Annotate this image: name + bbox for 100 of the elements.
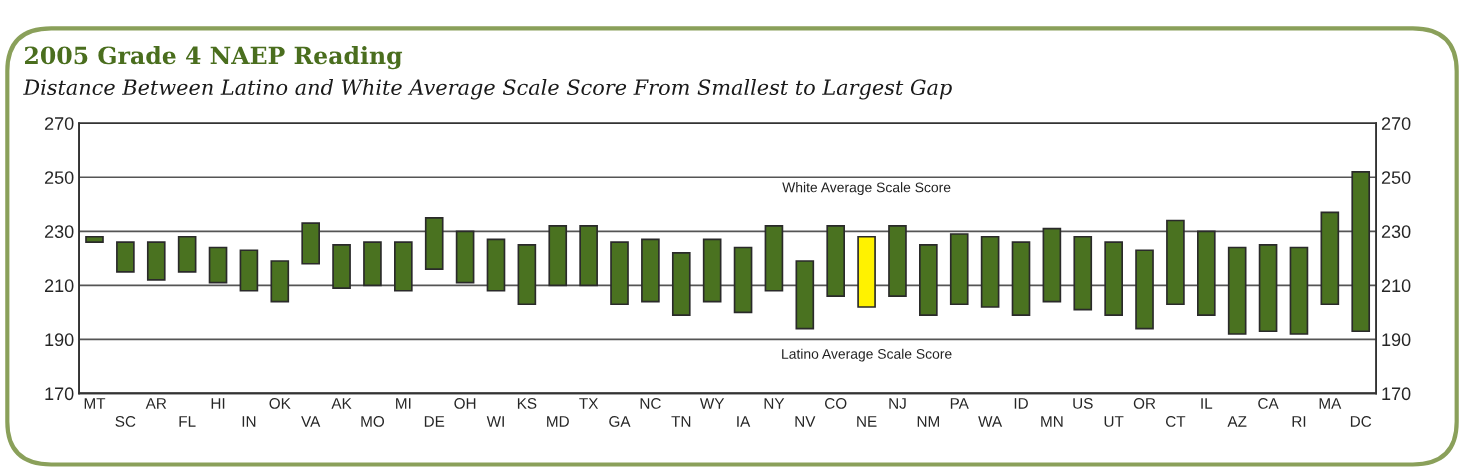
x-tick-label: FL (179, 416, 196, 427)
bar (239, 249, 259, 292)
x-tick-label: PA (950, 398, 969, 409)
annotation: Latino Average Scale Score (782, 348, 952, 362)
x-tick-label: CO (825, 397, 847, 409)
bar (671, 252, 691, 316)
x-tick-label: NM (917, 416, 939, 427)
bar (610, 241, 629, 306)
y2-tick-label: 190 (1382, 333, 1411, 347)
bar (85, 235, 104, 243)
x-tick-label: DC (1350, 416, 1372, 427)
annotation: White Average Scale Score (782, 182, 951, 196)
x-tick-label: AR (145, 398, 167, 409)
bar (1042, 227, 1062, 303)
bar (146, 241, 166, 281)
x-tick-label: ID (1014, 398, 1028, 409)
x-tick-label: GA (609, 416, 631, 427)
x-tick-label: NJ (889, 398, 906, 409)
x-tick-label: UT (1104, 416, 1124, 427)
y-tick-label: 210 (44, 279, 74, 293)
x-tick-label: MO (361, 416, 385, 427)
bar (1258, 243, 1278, 333)
bar (733, 246, 753, 314)
bar (177, 235, 197, 273)
x-tick-label: WY (699, 398, 725, 409)
x-tick-label: MI (396, 398, 411, 409)
x-tick-label: OK (269, 397, 291, 409)
x-tick-label: IL (1201, 398, 1213, 409)
x-tick-label: DE (424, 416, 445, 427)
bar (1289, 246, 1309, 335)
y-tick-label: 270 (44, 117, 74, 130)
bar (301, 222, 321, 265)
x-tick-label: RI (1292, 416, 1306, 427)
y-tick-label: 230 (44, 225, 74, 239)
bar (1166, 219, 1185, 306)
bar (208, 246, 228, 284)
x-tick-label: KS (517, 397, 537, 409)
x-tick-label: OR (1133, 397, 1156, 409)
y2-tick-label: 210 (1381, 279, 1411, 293)
bar (888, 225, 907, 297)
x-tick-label: SC (115, 416, 136, 427)
bar (424, 216, 444, 270)
chart-title: 2005 Grade 4 NAEP Reading (25, 46, 403, 70)
x-tick-label: MT (84, 398, 106, 409)
bar (1227, 246, 1247, 335)
bar (270, 260, 290, 303)
x-tick-label: MA (1319, 398, 1342, 409)
x-tick-label: CT (1166, 416, 1186, 427)
x-tick-label: AZ (1227, 416, 1247, 427)
x-tick-label: IA (737, 416, 751, 427)
y2-tick-label: 270 (1381, 117, 1411, 130)
x-tick-label: WA (978, 416, 1003, 427)
x-tick-label: VA (301, 416, 321, 427)
bar (795, 260, 815, 330)
y2-tick-label: 170 (1382, 387, 1411, 401)
x-tick-label: NE (857, 416, 877, 427)
bar (702, 238, 722, 303)
x-tick-label: MD (547, 416, 569, 427)
bar (1196, 230, 1216, 316)
x-tick-label: MN (1041, 416, 1063, 427)
y-tick-label: 190 (45, 333, 74, 347)
bar (1011, 241, 1031, 316)
x-tick-label: NC (640, 397, 661, 409)
x-tick-label: HI (211, 398, 225, 409)
bar (980, 235, 1000, 308)
y2-tick-label: 250 (1381, 171, 1411, 184)
x-tick-label: TX (579, 398, 599, 409)
x-tick-label: CA (1258, 397, 1279, 409)
bar (363, 241, 382, 287)
bar (116, 241, 135, 273)
x-tick-label: OH (454, 397, 476, 409)
bar (394, 241, 413, 292)
x-tick-label: US (1073, 397, 1093, 409)
bar (1351, 171, 1371, 333)
x-tick-label: WI (486, 416, 504, 427)
bar (1104, 241, 1123, 316)
bar (826, 225, 846, 297)
x-tick-label: AK (331, 398, 352, 409)
x-tick-label: IN (242, 416, 256, 427)
bar (1073, 235, 1093, 311)
bar (486, 238, 506, 292)
bar (1320, 211, 1340, 306)
bar (579, 225, 598, 287)
bar (857, 235, 876, 308)
bar (517, 243, 537, 306)
bar (455, 230, 475, 284)
y2-tick-label: 230 (1381, 225, 1411, 239)
bar (641, 238, 660, 303)
x-tick-label: NV (795, 416, 816, 427)
x-tick-label: NY (764, 398, 785, 409)
x-tick-label: TN (671, 416, 691, 427)
bar (332, 243, 351, 289)
y-tick-label: 250 (44, 171, 74, 184)
bar (548, 225, 568, 287)
bar (764, 225, 784, 292)
y-tick-label: 170 (45, 387, 74, 401)
bar (919, 243, 938, 316)
bar (1135, 249, 1154, 330)
chart-subtitle: Distance Between Latino and White Average Scale Score From Smallest to Largest Gap (23, 78, 952, 100)
bar (949, 233, 969, 306)
